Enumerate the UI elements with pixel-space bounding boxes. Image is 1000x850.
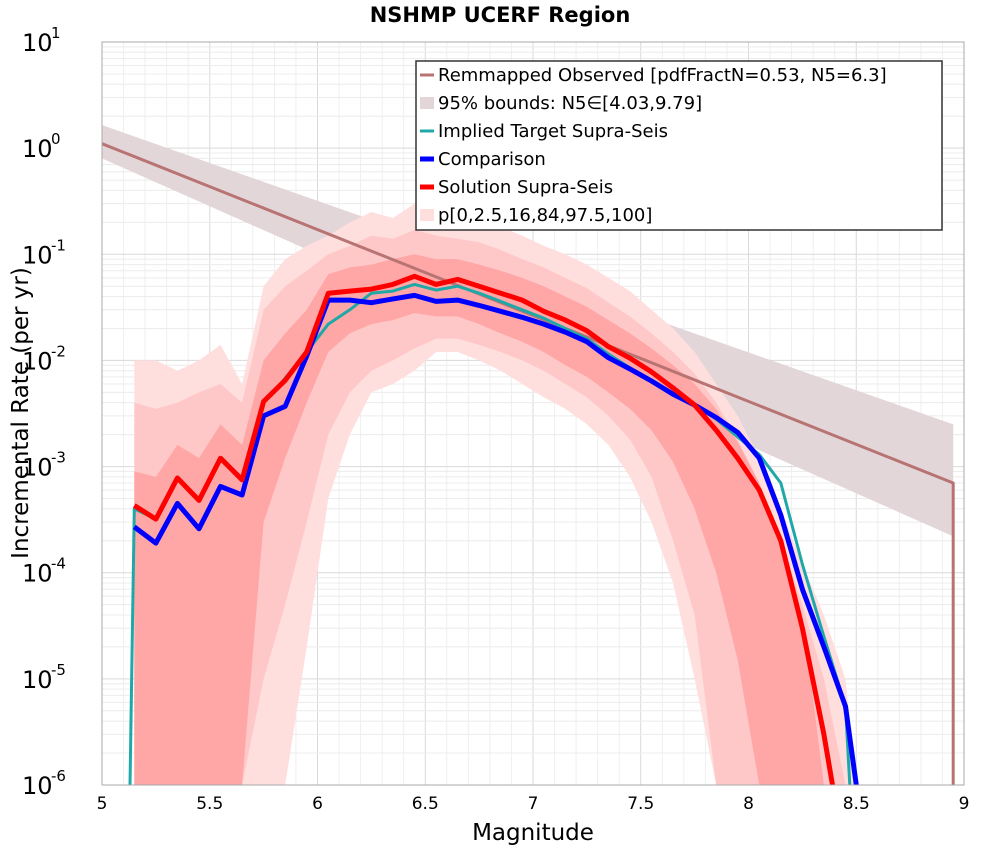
legend-label: Comparison <box>438 149 546 170</box>
y-tick-exponent: -2 <box>51 342 66 360</box>
x-tick-label: 5.5 <box>196 794 223 814</box>
chart-title: NSHMP UCERF Region <box>370 3 631 27</box>
x-tick-label: 7 <box>528 794 539 814</box>
legend-label: p[0,2.5,16,84,97.5,100] <box>438 205 652 226</box>
band-p16-p84 <box>134 254 824 786</box>
x-tick-label: 8.5 <box>843 794 870 814</box>
x-tick-label: 6.5 <box>412 794 439 814</box>
axes: 5 5.5 6 6.5 7 7.5 8 8.5 910-610-510-410-310-210-… <box>22 24 969 814</box>
y-tick-exponent: -3 <box>51 449 66 467</box>
y-tick-exponent: -1 <box>51 236 66 254</box>
legend: Remmapped Observed [pdfFractN=0.53, N5=6… <box>415 60 943 231</box>
y-tick-exponent: 0 <box>51 130 61 148</box>
y-tick-label: 10 <box>22 454 53 482</box>
legend-box <box>415 60 943 231</box>
legend-label: Implied Target Supra-Seis <box>438 121 668 142</box>
y-tick-label: 10 <box>22 666 53 694</box>
y-tick-label: 10 <box>22 560 53 588</box>
x-axis-label: Magnitude <box>472 820 594 846</box>
legend-label: 95% bounds: N5∈[4.03,9.79] <box>438 93 702 114</box>
x-tick-label: 7.5 <box>627 794 654 814</box>
y-tick-label: 10 <box>22 347 53 375</box>
x-tick-label: 9 <box>959 794 970 814</box>
y-axis-label: Incremental Rate (per yr) <box>8 267 34 559</box>
x-tick-label: 8 <box>743 794 754 814</box>
plot-frame <box>101 41 965 786</box>
y-tick-label: 10 <box>22 29 53 57</box>
series-comparison-line <box>132 292 859 786</box>
legend-label: Remmapped Observed [pdfFractN=0.53, N5=6… <box>438 65 887 86</box>
series-solution-line <box>132 273 835 786</box>
y-tick-label: 10 <box>22 772 53 800</box>
x-tick-label: 5 <box>97 794 108 814</box>
y-tick-label: 10 <box>22 135 53 163</box>
y-tick-exponent: 1 <box>51 24 61 42</box>
legend-label: Solution Supra-Seis <box>438 177 613 198</box>
series-remmapped-line <box>101 142 955 785</box>
series-layer <box>101 142 955 786</box>
x-tick-label: 6 <box>312 794 323 814</box>
y-tick-exponent: -5 <box>51 661 66 679</box>
y-tick-exponent: -6 <box>51 767 66 785</box>
y-tick-label: 10 <box>22 241 53 269</box>
y-tick-exponent: -4 <box>51 555 66 573</box>
